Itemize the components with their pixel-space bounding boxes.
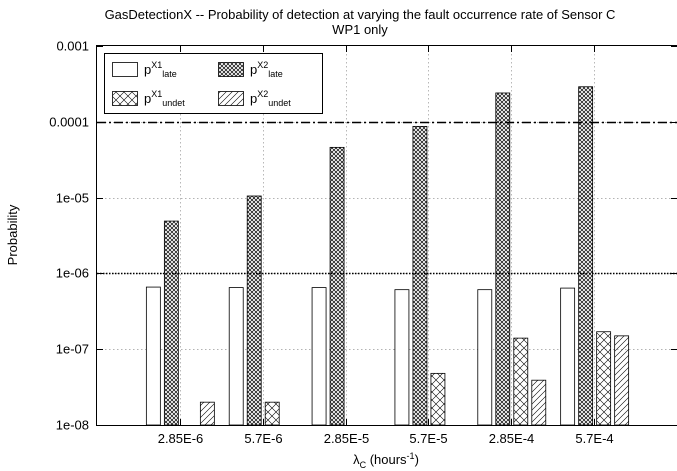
legend-swatch xyxy=(218,91,244,106)
bar xyxy=(614,335,630,426)
legend-swatch xyxy=(218,62,244,77)
y-tick-label: 1e-06 xyxy=(56,266,89,281)
legend-label: pX1late xyxy=(144,60,177,79)
bar xyxy=(311,287,327,426)
x-tick-label: 2.85E-6 xyxy=(158,431,204,446)
x-axis-label: λC (hours-1) xyxy=(353,451,419,470)
bars xyxy=(145,86,630,426)
bar xyxy=(578,86,594,426)
y-axis-ticks: 1e-08 1e-07 1e-06 1e-05 0.0001 0.001 xyxy=(49,39,677,433)
x-tick-label: 5.7E-6 xyxy=(244,431,282,446)
x-tick-label: 5.7E-5 xyxy=(409,431,447,446)
y-tick-label: 1e-08 xyxy=(56,418,89,433)
bar xyxy=(560,287,576,426)
chart-subtitle: WP1 only xyxy=(332,22,388,37)
legend: pX1late pX2late pX1undet pX2undet xyxy=(104,53,323,114)
bar xyxy=(495,92,511,426)
x-tick-label: 5.7E-4 xyxy=(575,431,613,446)
legend-box xyxy=(104,53,323,114)
y-axis-label: Probability xyxy=(5,204,20,265)
legend-label: pX2undet xyxy=(250,89,291,108)
bar xyxy=(246,195,262,426)
bar xyxy=(264,401,280,426)
bar xyxy=(329,146,345,426)
bar xyxy=(531,379,547,426)
legend-label: pX1undet xyxy=(144,89,185,108)
legend-swatch xyxy=(112,62,138,77)
bar xyxy=(513,337,529,426)
bar xyxy=(477,289,493,426)
bar xyxy=(430,372,446,426)
legend-swatch xyxy=(112,91,138,106)
chart-title: GasDetectionX -- Probability of detectio… xyxy=(105,7,616,22)
bar xyxy=(199,401,215,426)
x-axis-label-sub: C xyxy=(360,460,367,470)
bar xyxy=(412,125,428,426)
y-tick-label: 0.0001 xyxy=(49,115,89,130)
bar xyxy=(394,289,410,426)
y-tick-label: 1e-07 xyxy=(56,342,89,357)
x-axis-label-post: ) xyxy=(415,452,419,467)
x-axis-label-main: λ xyxy=(353,452,360,467)
bar xyxy=(145,286,161,426)
x-axis-label-pre: (hours xyxy=(366,452,407,467)
bar xyxy=(163,220,179,426)
x-tick-label: 2.85E-4 xyxy=(489,431,535,446)
x-axis-ticks: 2.85E-6 5.7E-6 2.85E-5 5.7E-5 2.85E-4 5.7E-4 xyxy=(158,46,614,446)
bar xyxy=(596,331,612,426)
y-tick-label: 1e-05 xyxy=(56,191,89,206)
y-tick-label: 0.001 xyxy=(56,39,89,54)
x-tick-label: 2.85E-5 xyxy=(324,431,370,446)
legend-label: pX2late xyxy=(250,60,283,79)
bar xyxy=(228,287,244,426)
plot-frame xyxy=(96,45,677,426)
x-axis-label-sup: -1 xyxy=(407,451,415,461)
